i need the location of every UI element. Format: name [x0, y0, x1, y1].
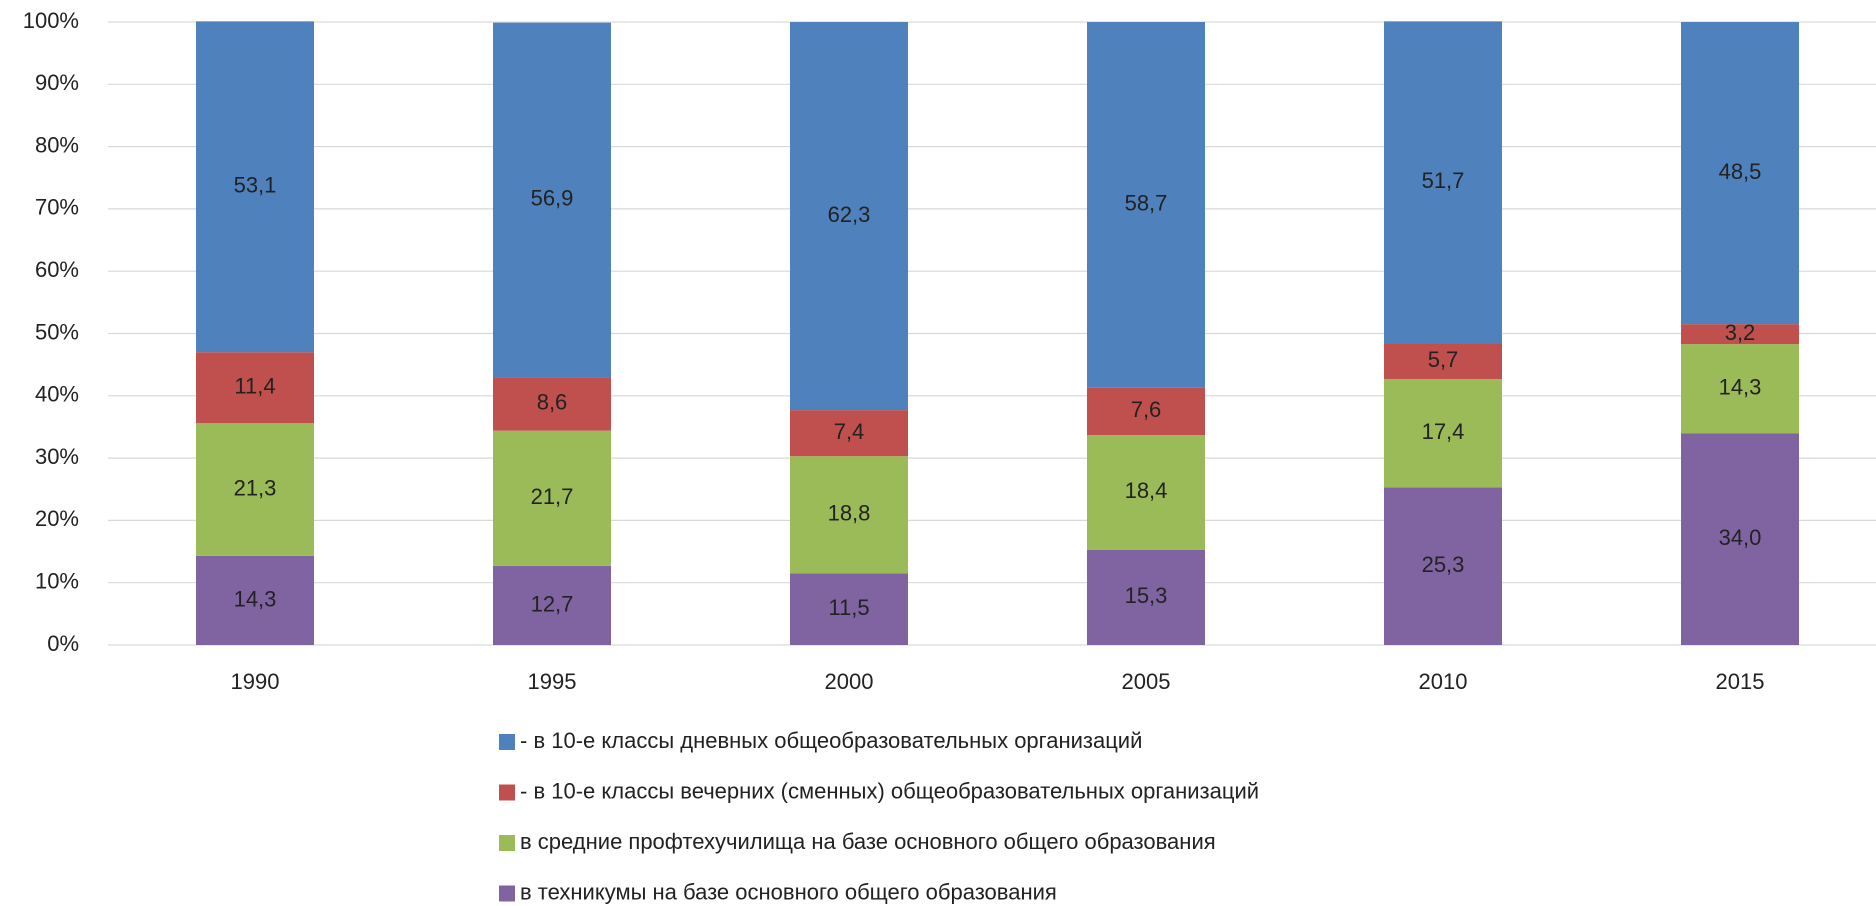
bar-segment — [790, 456, 908, 574]
y-tick-label: 80% — [35, 132, 79, 157]
data-label: 5,7 — [1428, 347, 1459, 372]
x-tick-label: 2015 — [1716, 669, 1765, 694]
legend-label: в техникумы на базе основного общего обр… — [520, 879, 1057, 904]
x-tick-label: 1995 — [528, 669, 577, 694]
y-tick-label: 100% — [23, 8, 79, 33]
bar-segment — [790, 410, 908, 457]
y-tick-label: 90% — [35, 70, 79, 95]
x-tick-label: 2005 — [1122, 669, 1171, 694]
bar-segment — [1087, 549, 1205, 645]
data-label: 21,7 — [531, 484, 574, 509]
y-tick-label: 0% — [47, 631, 79, 656]
data-label: 14,3 — [234, 586, 277, 611]
bar-segment — [790, 22, 908, 411]
y-tick-label: 70% — [35, 195, 79, 220]
data-label: 53,1 — [234, 173, 277, 198]
data-label: 21,3 — [234, 475, 277, 500]
bar-segment — [1384, 378, 1502, 488]
legend-swatch — [499, 835, 515, 851]
bar-segment — [196, 555, 314, 645]
bar-segment — [1087, 435, 1205, 550]
data-label: 56,9 — [531, 186, 574, 211]
bar-segment — [1384, 343, 1502, 379]
legend-swatch — [499, 734, 515, 750]
data-label: 34,0 — [1719, 525, 1762, 550]
y-tick-label: 40% — [35, 382, 79, 407]
y-tick-label: 60% — [35, 257, 79, 282]
data-label: 25,3 — [1422, 552, 1465, 577]
bar-segment — [493, 22, 611, 378]
data-label: 7,6 — [1131, 397, 1162, 422]
x-tick-label: 2010 — [1419, 669, 1468, 694]
bar-segment — [493, 430, 611, 566]
legend-label: - в 10-е классы вечерних (сменных) общео… — [520, 778, 1259, 803]
data-label: 17,4 — [1422, 419, 1465, 444]
y-tick-label: 50% — [35, 319, 79, 344]
x-tick-label: 1990 — [231, 669, 280, 694]
bar-segment — [1681, 344, 1799, 434]
data-label: 11,5 — [828, 595, 869, 620]
data-label: 12,7 — [531, 591, 574, 616]
bar-segment — [790, 573, 908, 645]
x-tick-label: 2000 — [825, 669, 874, 694]
data-label: 51,7 — [1422, 168, 1465, 193]
bar-segment — [1681, 324, 1799, 345]
bar-segment — [196, 21, 314, 353]
bar-segment — [1681, 22, 1799, 325]
bar-segment — [196, 423, 314, 556]
bar-segment — [1384, 21, 1502, 344]
bar-segment — [493, 377, 611, 431]
data-label: 58,7 — [1125, 191, 1168, 216]
legend-swatch — [499, 885, 515, 902]
y-tick-label: 20% — [35, 506, 79, 531]
bar-segment — [1384, 487, 1502, 645]
legend-label: в средние профтехучилища на базе основно… — [520, 829, 1216, 854]
y-tick-label: 30% — [35, 444, 79, 469]
y-tick-label: 10% — [35, 569, 79, 594]
bar-segment — [196, 352, 314, 424]
bar-segment — [1681, 433, 1799, 645]
data-label: 14,3 — [1719, 374, 1762, 399]
data-label: 18,4 — [1125, 478, 1168, 503]
data-label: 48,5 — [1719, 159, 1762, 184]
data-label: 8,6 — [537, 390, 568, 415]
bar-segment — [1087, 387, 1205, 436]
data-label: 15,3 — [1125, 583, 1168, 608]
bar-segment — [1087, 22, 1205, 388]
data-label: 7,4 — [834, 419, 865, 444]
legend-label: - в 10-е классы дневных общеобразователь… — [520, 728, 1142, 753]
bar-segment — [493, 565, 611, 645]
data-label: 62,3 — [828, 202, 871, 227]
data-label: 18,8 — [828, 501, 871, 526]
legend-swatch — [499, 784, 515, 801]
data-label: 11,4 — [234, 374, 275, 399]
